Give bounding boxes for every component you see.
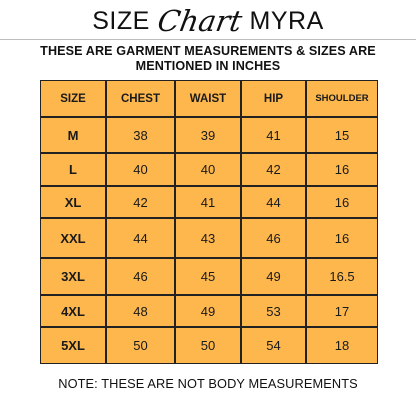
- column-divider: [305, 80, 307, 364]
- column-divider: [240, 80, 242, 364]
- waist-value-cell: 40: [200, 162, 216, 177]
- size-label-cell: XL: [64, 194, 82, 210]
- waist-value-cell: 41: [200, 194, 216, 210]
- chest-value-cell: 46: [133, 269, 148, 284]
- title-brand-word: MYRA: [249, 6, 324, 35]
- hip-value-cell: 53: [266, 303, 281, 319]
- size-label-cell: 5XL: [61, 338, 85, 353]
- waist-value-cell: 43: [200, 230, 216, 246]
- header-shoulder: SHOULDER: [315, 93, 369, 104]
- row-divider: [40, 217, 378, 219]
- row-divider: [40, 326, 378, 328]
- shoulder-value-cell: 16: [334, 230, 350, 246]
- measurement-subtitle: THESE ARE GARMENT MEASUREMENTS & SIZES A…: [12, 44, 404, 74]
- size-table: [40, 80, 378, 364]
- size-label-cell: XXL: [60, 230, 86, 246]
- waist-value-cell: 45: [200, 269, 216, 284]
- hip-value-cell: 44: [266, 194, 281, 210]
- row-divider: [40, 257, 378, 259]
- header-size: SIZE: [60, 92, 86, 105]
- chest-value-cell: 50: [133, 338, 148, 353]
- hip-value-cell: 42: [266, 162, 281, 177]
- size-label-cell: M: [67, 127, 79, 143]
- shoulder-value-cell: 16: [334, 194, 350, 210]
- row-divider: [40, 294, 378, 296]
- waist-value-cell: 50: [200, 338, 216, 353]
- chest-value-cell: 44: [133, 230, 148, 246]
- shoulder-value-cell: 15: [334, 127, 350, 143]
- hip-value-cell: 41: [266, 127, 281, 143]
- shoulder-value-cell: 18: [334, 338, 350, 353]
- shoulder-value-cell: 16.5: [329, 269, 355, 284]
- hip-value-cell: 54: [266, 338, 281, 353]
- title-size-word: SIZE: [92, 6, 150, 35]
- row-divider: [40, 185, 378, 187]
- shoulder-value-cell: 16: [334, 162, 350, 177]
- chest-value-cell: 40: [133, 162, 148, 177]
- header-hip: HIP: [263, 92, 284, 105]
- size-label-cell: 4XL: [61, 303, 85, 319]
- subtitle-line-1: THESE ARE GARMENT MEASUREMENTS & SIZES A…: [40, 44, 376, 58]
- title-divider: [0, 39, 416, 40]
- hip-value-cell: 46: [266, 230, 281, 246]
- chart-title: SIZE Chart MYRA: [0, 4, 416, 38]
- row-divider: [40, 152, 378, 154]
- footer-note: NOTE: THESE ARE NOT BODY MEASUREMENTS: [58, 376, 358, 391]
- hip-value-cell: 49: [266, 269, 281, 284]
- shoulder-value-cell: 17: [334, 303, 350, 319]
- waist-value-cell: 39: [200, 127, 216, 143]
- header-waist: WAIST: [189, 92, 227, 105]
- title-chart-script: Chart: [154, 4, 245, 38]
- size-label-cell: 3XL: [61, 269, 85, 284]
- row-divider: [40, 116, 378, 118]
- chest-value-cell: 42: [133, 194, 148, 210]
- chest-value-cell: 48: [133, 303, 148, 319]
- chest-value-cell: 38: [133, 127, 148, 143]
- subtitle-line-2: MENTIONED IN INCHES: [135, 59, 281, 73]
- column-divider: [174, 80, 176, 364]
- column-divider: [105, 80, 107, 364]
- header-chest: CHEST: [121, 92, 160, 105]
- size-label-cell: L: [69, 162, 77, 177]
- waist-value-cell: 49: [200, 303, 216, 319]
